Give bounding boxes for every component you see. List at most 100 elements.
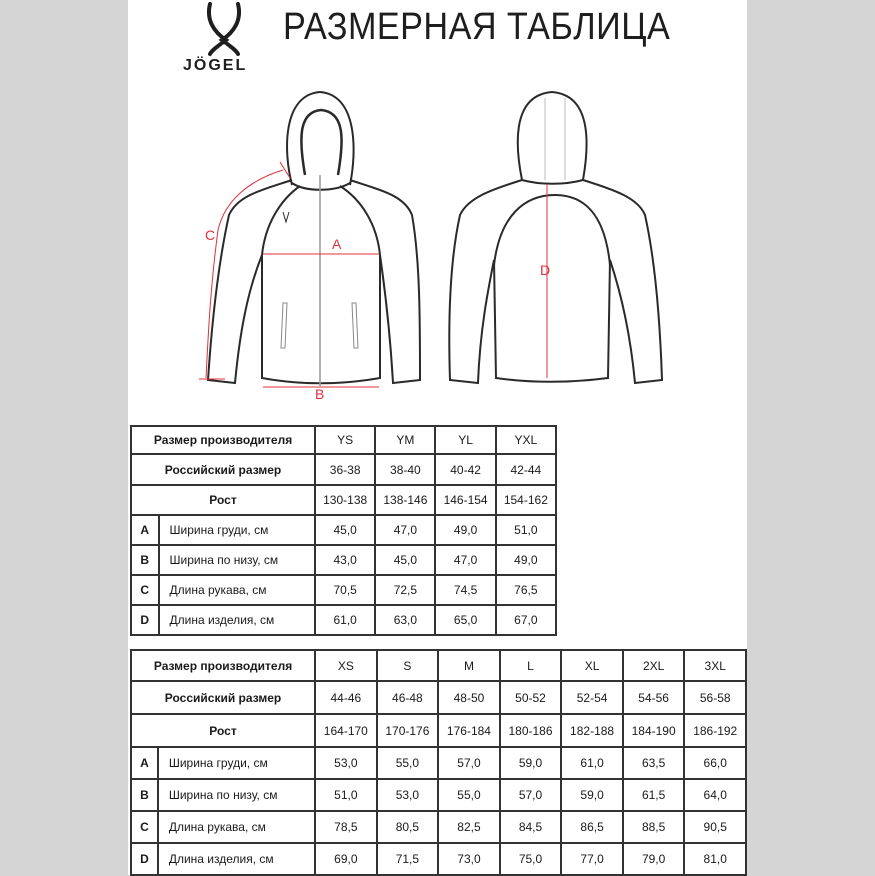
value-cell: 86,5 — [560, 810, 624, 844]
value-cell: 65,0 — [434, 604, 497, 636]
size-cell: L — [498, 649, 563, 682]
measure-label: Ширина груди, см — [156, 746, 317, 780]
size-cell: M — [437, 649, 501, 682]
value-cell: 55,0 — [375, 746, 440, 780]
measure-b-label: B — [315, 386, 325, 402]
size-cell: XL — [560, 649, 624, 682]
size-cell: 2XL — [621, 649, 686, 682]
table-row: B Ширина по низу, см 43,0 45,0 47,0 49,0 — [130, 544, 558, 576]
header-row: Российский размер 44-46 46-48 48-50 50-52 52-… — [129, 680, 747, 715]
measure-c-label: C — [205, 227, 216, 243]
row-label: Рост — [129, 484, 317, 516]
value-cell: 53,0 — [375, 778, 440, 812]
measure-label: Ширина груди, см — [157, 514, 317, 546]
value-cell: 55,0 — [437, 778, 501, 812]
value-cell: 90,5 — [683, 810, 747, 844]
size-cell: S — [375, 649, 440, 682]
table-row: A Ширина груди, см 45,0 47,0 49,0 51,0 — [130, 514, 558, 546]
value-cell: 57,0 — [437, 746, 501, 780]
size-cell: 54-56 — [621, 680, 686, 715]
measure-letter: B — [130, 778, 159, 812]
size-cell: 40-42 — [434, 453, 497, 486]
size-cell: 36-38 — [314, 453, 377, 486]
value-cell: 66,0 — [683, 746, 747, 780]
row-label: Российский размер — [129, 453, 317, 486]
size-cell: 138-146 — [374, 484, 437, 516]
measure-label: Длина рукава, см — [157, 574, 317, 606]
jogel-logo-icon — [207, 2, 241, 56]
value-cell: 49,0 — [434, 514, 497, 546]
size-cell: 44-46 — [314, 680, 378, 715]
size-cell: 170-176 — [375, 713, 440, 748]
measure-letter: C — [130, 810, 159, 844]
row-label: Российский размер — [129, 680, 317, 715]
value-cell: 51,0 — [314, 778, 378, 812]
value-cell: 72,5 — [374, 574, 437, 606]
value-cell: 74,5 — [434, 574, 497, 606]
value-cell: 84,5 — [498, 810, 563, 844]
header-row: Размер производителя XS S M L XL 2XL 3XL — [129, 649, 747, 682]
size-cell: 38-40 — [374, 453, 437, 486]
table-row: B Ширина по низу, см 51,0 53,0 55,0 57,0 59,0 6… — [130, 778, 747, 812]
size-cell: YXL — [494, 425, 558, 455]
size-cell: 46-48 — [375, 680, 440, 715]
value-cell: 59,0 — [560, 778, 624, 812]
value-cell: 61,0 — [314, 604, 377, 636]
size-cell: YS — [314, 425, 377, 455]
kids-size-table: Размер производителя YS YM YL YXL Российский … — [129, 425, 558, 636]
size-cell: YM — [374, 425, 437, 455]
adult-size-table: Размер производителя XS S M L XL 2XL 3XL Российс… — [129, 649, 747, 876]
brand-name: JÖGEL — [183, 57, 248, 74]
measure-letter: C — [130, 574, 160, 606]
measure-letter: A — [130, 514, 160, 546]
measure-label: Ширина по низу, см — [156, 778, 317, 812]
table-row: C Длина рукава, см 70,5 72,5 74,5 76,5 — [130, 574, 558, 606]
header-row: Размер производителя YS YM YL YXL — [129, 425, 558, 455]
value-cell: 77,0 — [560, 842, 624, 876]
size-cell: 130-138 — [314, 484, 377, 516]
measure-letter: B — [130, 544, 160, 576]
measurement-lines — [199, 161, 548, 388]
value-cell: 45,0 — [374, 544, 437, 576]
measure-label: Длина изделия, см — [157, 604, 317, 636]
size-cell: 48-50 — [437, 680, 501, 715]
value-cell: 47,0 — [374, 514, 437, 546]
value-cell: 88,5 — [621, 810, 686, 844]
value-cell: 43,0 — [314, 544, 377, 576]
measure-d-label: D — [540, 262, 551, 278]
measure-label: Длина изделия, см — [156, 842, 317, 876]
size-cell: XS — [314, 649, 378, 682]
row-label: Размер производителя — [129, 425, 317, 455]
value-cell: 63,5 — [621, 746, 686, 780]
size-cell: YL — [434, 425, 497, 455]
size-cell: 146-154 — [434, 484, 497, 516]
header-row: Рост 164-170 170-176 176-184 180-186 182-188 1… — [129, 713, 747, 748]
value-cell: 82,5 — [437, 810, 501, 844]
value-cell: 75,0 — [498, 842, 563, 876]
value-cell: 71,5 — [375, 842, 440, 876]
size-cell: 56-58 — [683, 680, 747, 715]
row-label: Размер производителя — [129, 649, 317, 682]
value-cell: 80,5 — [375, 810, 440, 844]
value-cell: 79,0 — [621, 842, 686, 876]
value-cell: 76,5 — [494, 574, 558, 606]
jacket-drawing — [199, 90, 664, 388]
measure-label: Длина рукава, см — [156, 810, 317, 844]
front-jacket — [206, 90, 422, 386]
value-cell: 70,5 — [314, 574, 377, 606]
header-row: Российский размер 36-38 38-40 40-42 42-44 — [129, 453, 558, 486]
size-cell: 50-52 — [498, 680, 563, 715]
size-cell: 3XL — [683, 649, 747, 682]
measure-letter: D — [130, 604, 160, 636]
table-row: A Ширина груди, см 53,0 55,0 57,0 59,0 61,0 63,… — [130, 746, 747, 780]
measure-letter: A — [130, 746, 159, 780]
value-cell: 49,0 — [494, 544, 558, 576]
header-row: Рост 130-138 138-146 146-154 154-162 — [129, 484, 558, 516]
size-cell: 184-190 — [621, 713, 686, 748]
size-cell: 164-170 — [314, 713, 378, 748]
value-cell: 59,0 — [498, 746, 563, 780]
size-cell: 180-186 — [498, 713, 563, 748]
value-cell: 51,0 — [494, 514, 558, 546]
table-row: D Длина изделия, см 61,0 63,0 65,0 67,0 — [130, 604, 558, 636]
value-cell: 78,5 — [314, 810, 378, 844]
